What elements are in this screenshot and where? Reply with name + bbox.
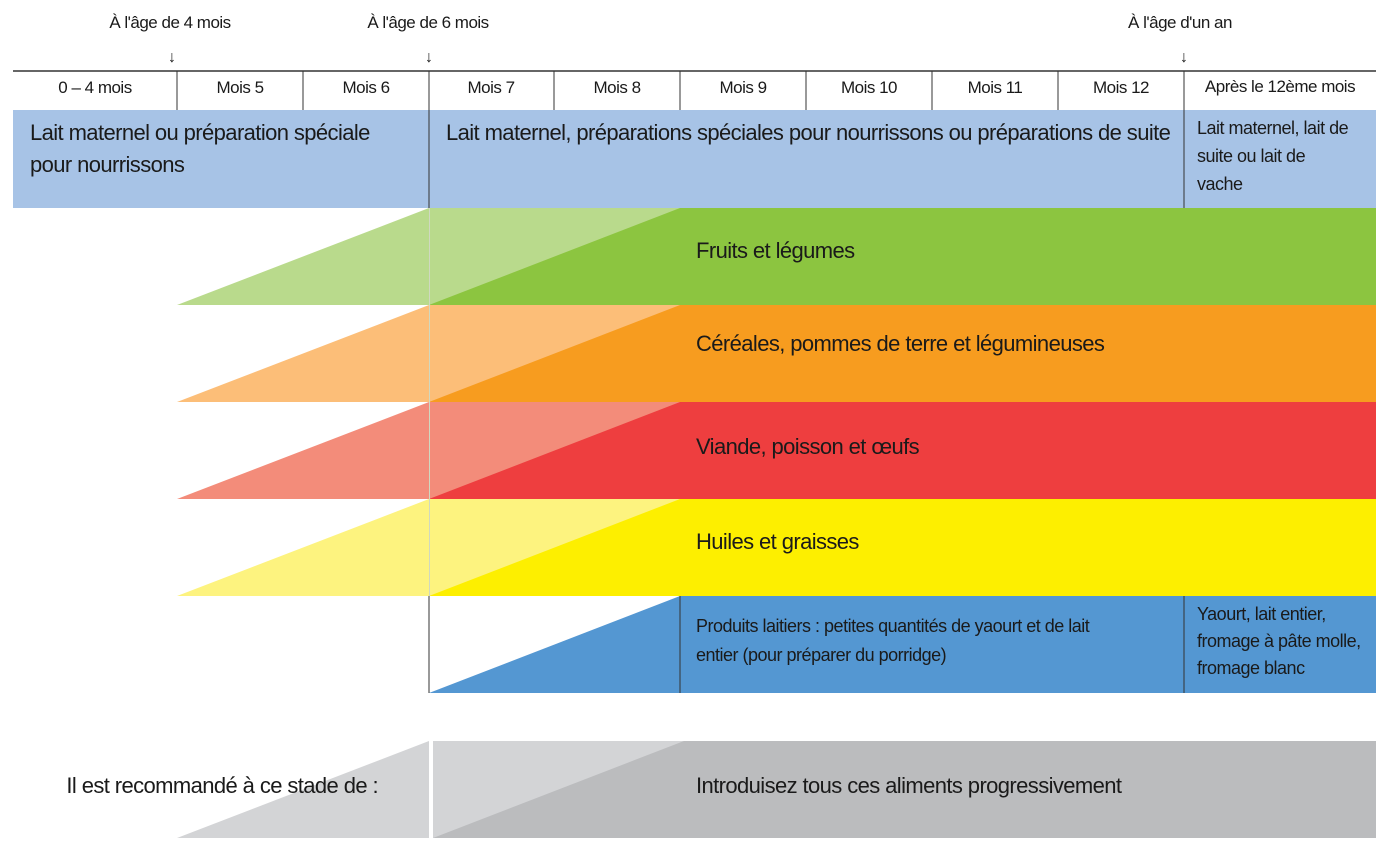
month-header: 0 – 4 mois Mois 5 Mois 6 Mois 7 Mois 8 M…	[13, 70, 1376, 110]
fruits-label: Fruits et légumes	[696, 238, 855, 263]
recommendation-wedge-overlay	[433, 741, 684, 838]
oils-wedge-overlay	[429, 499, 680, 596]
cereals-label: Céréales, pommes de terre et légumineuse…	[696, 331, 1105, 356]
milk-band: Lait maternel ou préparation spéciale po…	[13, 110, 1376, 208]
oils-label: Huiles et graisses	[696, 529, 859, 554]
milk-late-line: Lait maternel, lait de	[1197, 118, 1349, 138]
milk-band-fill	[13, 110, 1376, 208]
milk-early-line: pour nourrissons	[30, 152, 185, 177]
milk-mid-line: Lait maternel, préparations spéciales po…	[446, 120, 1171, 145]
milestones: À l'âge de 4 mois ↓ À l'âge de 6 mois ↓ …	[109, 13, 1232, 66]
milestone-arrow-1-year: ↓	[1180, 49, 1188, 66]
cereals-wedge	[177, 305, 429, 402]
meat-label: Viande, poisson et œufs	[696, 434, 920, 459]
dairy-late-line: fromage blanc	[1197, 658, 1305, 678]
month-label: Mois 8	[593, 78, 640, 97]
dairy-fill	[680, 596, 1376, 693]
month-label: Après le 12ème mois	[1205, 77, 1355, 96]
oils-wedge	[177, 499, 429, 596]
month-label: Mois 7	[467, 78, 514, 97]
month-label: Mois 9	[719, 78, 766, 97]
oils-band: Huiles et graisses	[177, 499, 1376, 596]
milestone-arrow-4-months: ↓	[168, 49, 176, 66]
fruits-band: Fruits et légumes	[177, 208, 1376, 305]
fruits-wedge	[177, 208, 429, 305]
dairy-main-line: entier (pour préparer du porridge)	[696, 645, 946, 665]
month-label: Mois 10	[841, 78, 897, 97]
dairy-wedge	[429, 596, 680, 693]
dairy-main-line: Produits laitiers : petites quantités de…	[696, 616, 1090, 636]
milestone-arrow-6-months: ↓	[425, 49, 433, 66]
month-label: 0 – 4 mois	[58, 78, 131, 97]
month-label: Mois 11	[968, 78, 1023, 97]
milk-late-line: vache	[1197, 174, 1243, 194]
month-label: Mois 5	[216, 78, 263, 97]
month-label: Mois 6	[342, 78, 389, 97]
milestone-1-year: À l'âge d'un an	[1128, 13, 1232, 32]
cereals-band: Céréales, pommes de terre et légumineuse…	[177, 305, 1376, 402]
recommendation-band: Il est recommandé à ce stade de : Introd…	[66, 741, 1376, 838]
milestone-6-months: À l'âge de 6 mois	[367, 13, 488, 32]
meat-wedge-overlay	[429, 402, 680, 499]
recommendation-label: Il est recommandé à ce stade de :	[66, 773, 378, 798]
month-label: Mois 12	[1093, 78, 1149, 97]
recommendation-wedge	[177, 741, 429, 838]
dairy-late-line: fromage à pâte molle,	[1197, 631, 1361, 651]
meat-wedge	[177, 402, 429, 499]
milk-late-line: suite ou lait de	[1197, 146, 1306, 166]
cereals-wedge-overlay	[429, 305, 680, 402]
dairy-band: Produits laitiers : petites quantités de…	[428, 596, 1376, 693]
dairy-late-line: Yaourt, lait entier,	[1197, 604, 1326, 624]
milestone-4-months: À l'âge de 4 mois	[109, 13, 230, 32]
meat-band: Viande, poisson et œufs	[177, 402, 1376, 499]
milk-early-line: Lait maternel ou préparation spéciale	[30, 120, 370, 145]
fruits-wedge-overlay	[429, 208, 680, 305]
recommendation-action: Introduisez tous ces aliments progressiv…	[696, 773, 1122, 798]
